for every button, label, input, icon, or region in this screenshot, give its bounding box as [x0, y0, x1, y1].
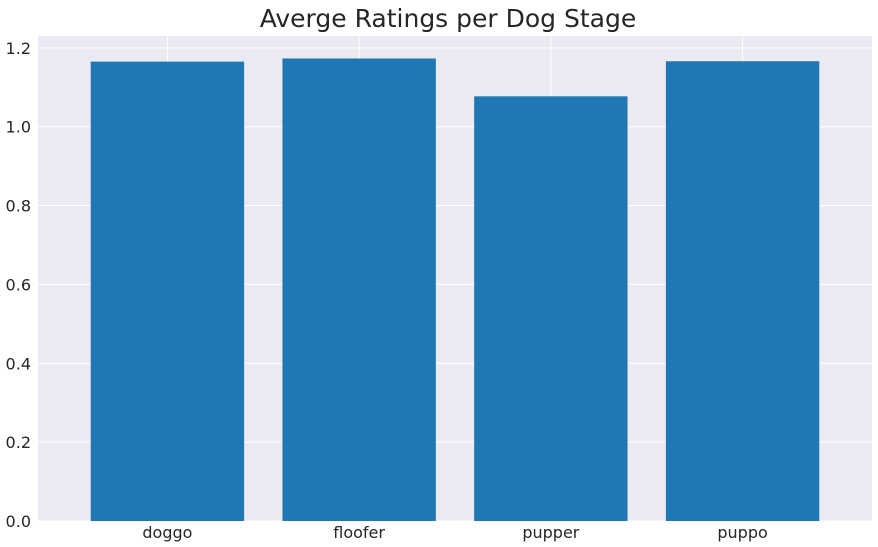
y-tick-label: 1.0 — [6, 118, 31, 137]
bar-puppo — [665, 61, 820, 521]
bar-doggo — [90, 61, 245, 522]
y-tick-label: 0.6 — [6, 275, 31, 294]
y-tick-label: 0.0 — [6, 512, 31, 531]
bar-pupper — [474, 96, 628, 521]
x-tick-label: pupper — [522, 523, 579, 542]
y-axis-ticks: 0.0 0.2 0.4 0.6 0.8 1.0 1.2 — [6, 39, 31, 531]
x-tick-label: doggo — [142, 523, 192, 542]
x-tick-label: puppo — [717, 523, 767, 542]
chart-title: Averge Ratings per Dog Stage — [260, 4, 637, 33]
x-axis-ticks: doggo floofer pupper puppo — [142, 523, 767, 542]
bar-floofer — [282, 58, 436, 521]
y-tick-label: 0.2 — [6, 433, 31, 452]
x-tick-label: floofer — [333, 523, 385, 542]
y-tick-label: 0.4 — [6, 354, 31, 373]
bars — [90, 58, 820, 522]
y-tick-label: 1.2 — [6, 39, 31, 58]
y-tick-label: 0.8 — [6, 197, 31, 216]
